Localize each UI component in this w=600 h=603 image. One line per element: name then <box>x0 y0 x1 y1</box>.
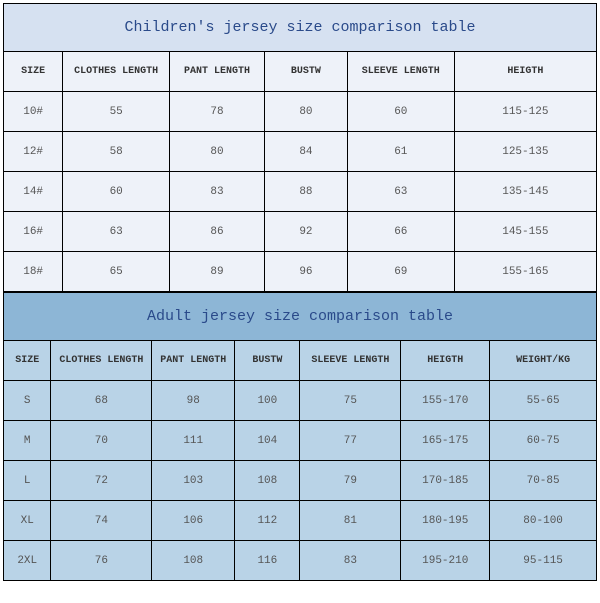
adult-header-row: SIZE CLOTHES LENGTH PANT LENGTH BUSTW SL… <box>4 341 597 381</box>
col-sleeve-length: SLEEVE LENGTH <box>347 52 454 92</box>
cell: 55 <box>63 92 170 132</box>
cell: 80-100 <box>490 501 597 541</box>
cell: S <box>4 381 51 421</box>
col-pant-length: PANT LENGTH <box>170 52 265 92</box>
cell: 125-135 <box>454 132 596 172</box>
table-row: 2XL 76 108 116 83 195-210 95-115 <box>4 541 597 581</box>
col-clothes-length: CLOTHES LENGTH <box>51 341 152 381</box>
cell: 112 <box>235 501 300 541</box>
cell: 70-85 <box>490 461 597 501</box>
cell: L <box>4 461 51 501</box>
cell: 74 <box>51 501 152 541</box>
cell: 80 <box>264 92 347 132</box>
adult-title: Adult jersey size comparison table <box>4 293 597 341</box>
table-row: M 70 111 104 77 165-175 60-75 <box>4 421 597 461</box>
table-row: 10# 55 78 80 60 115-125 <box>4 92 597 132</box>
cell: 108 <box>152 541 235 581</box>
cell: 145-155 <box>454 212 596 252</box>
cell: 83 <box>170 172 265 212</box>
cell: 88 <box>264 172 347 212</box>
cell: 79 <box>300 461 401 501</box>
cell: 69 <box>347 252 454 292</box>
adult-size-table: Adult jersey size comparison table SIZE … <box>3 292 597 581</box>
cell: 170-185 <box>401 461 490 501</box>
cell: 14# <box>4 172 63 212</box>
cell: 60 <box>63 172 170 212</box>
cell: 83 <box>300 541 401 581</box>
cell: 98 <box>152 381 235 421</box>
cell: 96 <box>264 252 347 292</box>
cell: 103 <box>152 461 235 501</box>
cell: 58 <box>63 132 170 172</box>
cell: 2XL <box>4 541 51 581</box>
table-row: XL 74 106 112 81 180-195 80-100 <box>4 501 597 541</box>
cell: 84 <box>264 132 347 172</box>
cell: 70 <box>51 421 152 461</box>
col-weight: WEIGHT/KG <box>490 341 597 381</box>
cell: 12# <box>4 132 63 172</box>
cell: 16# <box>4 212 63 252</box>
children-header-row: SIZE CLOTHES LENGTH PANT LENGTH BUSTW SL… <box>4 52 597 92</box>
col-size: SIZE <box>4 52 63 92</box>
cell: 89 <box>170 252 265 292</box>
col-bust: BUSTW <box>235 341 300 381</box>
col-pant-length: PANT LENGTH <box>152 341 235 381</box>
cell: 10# <box>4 92 63 132</box>
table-row: S 68 98 100 75 155-170 55-65 <box>4 381 597 421</box>
col-bust: BUSTW <box>264 52 347 92</box>
cell: 86 <box>170 212 265 252</box>
cell: 61 <box>347 132 454 172</box>
cell: 66 <box>347 212 454 252</box>
cell: 80 <box>170 132 265 172</box>
cell: 60 <box>347 92 454 132</box>
cell: 78 <box>170 92 265 132</box>
cell: 115-125 <box>454 92 596 132</box>
cell: 195-210 <box>401 541 490 581</box>
cell: 72 <box>51 461 152 501</box>
cell: 55-65 <box>490 381 597 421</box>
cell: 111 <box>152 421 235 461</box>
cell: 135-145 <box>454 172 596 212</box>
cell: 180-195 <box>401 501 490 541</box>
table-row: L 72 103 108 79 170-185 70-85 <box>4 461 597 501</box>
cell: 75 <box>300 381 401 421</box>
col-height: HEIGTH <box>454 52 596 92</box>
table-row: 12# 58 80 84 61 125-135 <box>4 132 597 172</box>
cell: 100 <box>235 381 300 421</box>
table-row: 18# 65 89 96 69 155-165 <box>4 252 597 292</box>
cell: 63 <box>347 172 454 212</box>
children-title: Children's jersey size comparison table <box>4 4 597 52</box>
col-height: HEIGTH <box>401 341 490 381</box>
cell: 92 <box>264 212 347 252</box>
table-row: 16# 63 86 92 66 145-155 <box>4 212 597 252</box>
cell: 18# <box>4 252 63 292</box>
cell: 104 <box>235 421 300 461</box>
cell: 63 <box>63 212 170 252</box>
cell: 106 <box>152 501 235 541</box>
cell: 76 <box>51 541 152 581</box>
cell: 116 <box>235 541 300 581</box>
cell: 108 <box>235 461 300 501</box>
cell: M <box>4 421 51 461</box>
col-size: SIZE <box>4 341 51 381</box>
cell: 155-165 <box>454 252 596 292</box>
cell: 60-75 <box>490 421 597 461</box>
col-clothes-length: CLOTHES LENGTH <box>63 52 170 92</box>
table-row: 14# 60 83 88 63 135-145 <box>4 172 597 212</box>
col-sleeve-length: SLEEVE LENGTH <box>300 341 401 381</box>
cell: 65 <box>63 252 170 292</box>
adult-title-row: Adult jersey size comparison table <box>4 293 597 341</box>
cell: XL <box>4 501 51 541</box>
cell: 165-175 <box>401 421 490 461</box>
cell: 77 <box>300 421 401 461</box>
cell: 81 <box>300 501 401 541</box>
children-title-row: Children's jersey size comparison table <box>4 4 597 52</box>
cell: 155-170 <box>401 381 490 421</box>
cell: 68 <box>51 381 152 421</box>
cell: 95-115 <box>490 541 597 581</box>
children-size-table: Children's jersey size comparison table … <box>3 3 597 292</box>
